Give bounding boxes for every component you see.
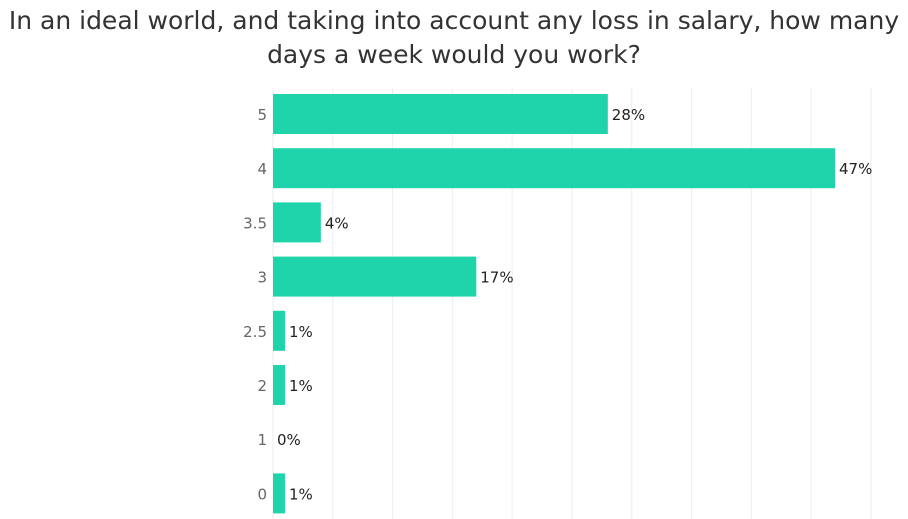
chart-title-line-2: days a week would you work? (267, 40, 641, 69)
category-label: 4 (257, 160, 267, 178)
data-label: 4% (325, 214, 349, 232)
data-label: 0% (277, 431, 301, 449)
bar (273, 365, 285, 405)
data-label: 28% (612, 106, 645, 124)
bar (273, 310, 285, 351)
data-label: 1% (289, 323, 313, 341)
data-label: 47% (839, 160, 872, 178)
category-label: 3.5 (243, 214, 267, 232)
data-label: 1% (289, 485, 313, 503)
category-label: 2 (257, 377, 267, 395)
bar (273, 202, 321, 243)
bar (273, 94, 608, 134)
bars (273, 94, 835, 514)
bar (273, 256, 477, 297)
category-label: 3 (257, 269, 267, 287)
chart-title-line-1: In an ideal world, and taking into accou… (8, 6, 900, 35)
data-label: 1% (289, 377, 313, 395)
bar (273, 148, 835, 189)
category-label: 5 (257, 106, 267, 124)
category-label: 0 (257, 485, 267, 503)
category-label: 1 (257, 431, 267, 449)
labels: 5 28% 4 47% 3.5 4% 3 17% 2.5 1% 2 1% 1 0% 0 1% (243, 106, 872, 503)
chart-title: In an ideal world, and taking into accou… (0, 4, 908, 72)
bar (273, 473, 285, 514)
category-label: 2.5 (243, 323, 267, 341)
data-label: 17% (480, 269, 513, 287)
